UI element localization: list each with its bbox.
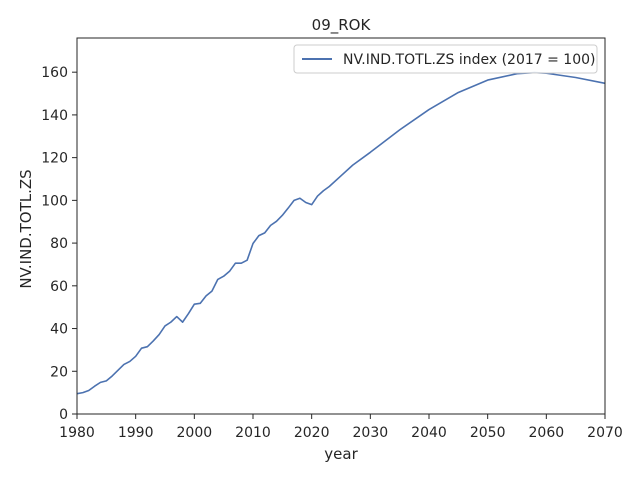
plot-background xyxy=(77,38,605,414)
x-tick-label: 2030 xyxy=(353,425,389,441)
y-tick-label: 100 xyxy=(41,193,68,209)
x-tick-label: 2020 xyxy=(294,425,330,441)
x-tick-label: 1990 xyxy=(118,425,154,441)
x-tick-label: 2050 xyxy=(470,425,506,441)
x-tick-label: 2000 xyxy=(177,425,213,441)
axes-layer: 1980 1990 2000 2010 2020 2030 2040 2050 2060 2070… xyxy=(41,37,623,441)
y-tick-label: 0 xyxy=(59,407,68,423)
x-tick-label: 2070 xyxy=(587,425,623,441)
x-axis-label: year xyxy=(324,445,358,463)
y-tick-label: 140 xyxy=(41,108,68,124)
y-tick-label: 60 xyxy=(50,279,68,295)
series-line-0 xyxy=(76,71,606,395)
y-tick-label: 80 xyxy=(50,236,68,252)
chart-title: 09_ROK xyxy=(312,16,372,35)
y-tick-label: 20 xyxy=(50,364,68,380)
series-layer xyxy=(76,71,606,395)
x-tick-label: 2060 xyxy=(529,425,565,441)
x-tick-label: 2010 xyxy=(235,425,271,441)
x-tick-label: 2040 xyxy=(411,425,447,441)
plot-frame xyxy=(76,37,606,415)
plot-area xyxy=(77,38,605,414)
y-tick-label: 40 xyxy=(50,322,68,338)
legend-box xyxy=(293,44,598,74)
y-tick-label: 160 xyxy=(41,65,68,81)
y-axis-label: NV.IND.TOTL.ZS xyxy=(17,169,35,288)
legend: NV.IND.TOTL.ZS index (2017 = 100) xyxy=(293,44,598,74)
x-tick-label: 1980 xyxy=(59,425,95,441)
y-tick-label: 120 xyxy=(41,151,68,167)
legend-entry-label: NV.IND.TOTL.ZS index (2017 = 100) xyxy=(343,52,596,68)
